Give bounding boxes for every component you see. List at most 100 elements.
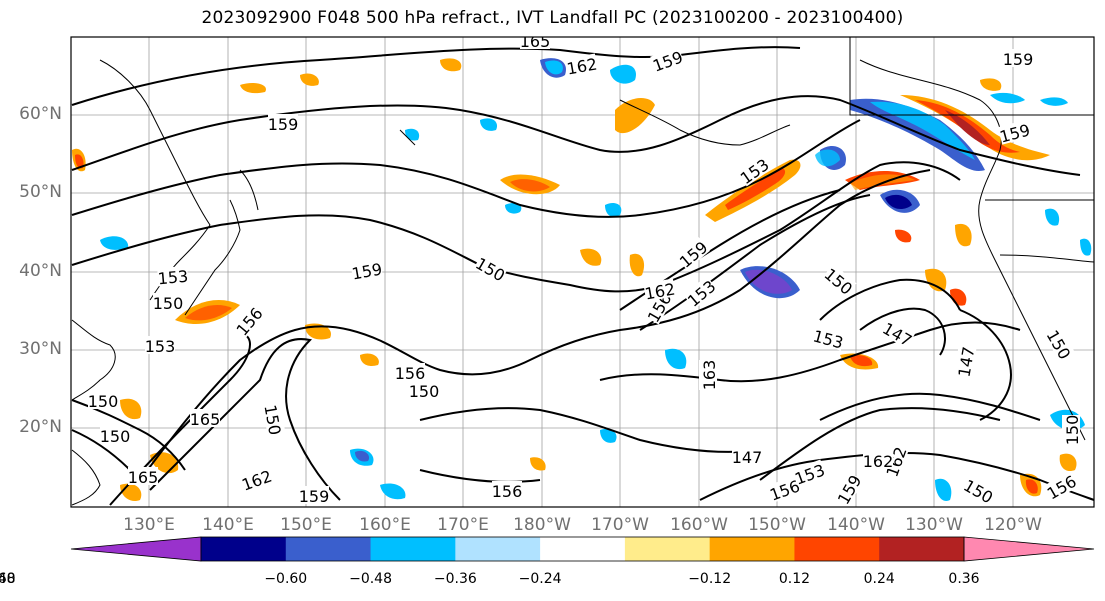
contour-label-bg bbox=[395, 363, 425, 381]
colorbar-tick-label: −0.36 bbox=[433, 571, 477, 587]
contour-label-bg bbox=[1003, 49, 1033, 67]
contour-label-bg bbox=[767, 475, 802, 503]
contour-label-bg bbox=[880, 317, 916, 349]
contour-label-bg bbox=[675, 236, 710, 271]
height-contours bbox=[71, 46, 1094, 506]
contour-label-bg bbox=[997, 119, 1032, 145]
contour-label-bg bbox=[881, 444, 909, 479]
contour-label: 156 bbox=[395, 364, 426, 383]
contour-label-bg bbox=[953, 345, 977, 378]
colorbar-segment bbox=[285, 537, 372, 561]
lat-label: 50°N bbox=[19, 182, 62, 202]
colorbar-segment bbox=[624, 537, 711, 561]
contour-label: 159 bbox=[268, 115, 299, 134]
colorbar bbox=[70, 536, 1095, 562]
lon-label: 130°W bbox=[905, 515, 963, 535]
contour-label: 156 bbox=[492, 482, 523, 501]
lon-label: 180°W bbox=[513, 515, 571, 535]
ivt-shading bbox=[72, 58, 1092, 502]
colorbar-segment bbox=[963, 536, 1095, 562]
lat-label: 40°N bbox=[19, 261, 62, 281]
lon-label: 150°W bbox=[748, 515, 806, 535]
contour-label-bg bbox=[350, 258, 383, 282]
lon-label: 140°W bbox=[827, 515, 885, 535]
contour-label-bg bbox=[961, 474, 997, 506]
contour-label: 150 bbox=[88, 392, 119, 411]
colorbar-tick-label: 0.60 bbox=[0, 571, 16, 587]
lat-label: 30°N bbox=[19, 339, 62, 359]
lon-label: 120°W bbox=[984, 515, 1042, 535]
plot-frame bbox=[70, 36, 1095, 508]
contour-label-bg bbox=[650, 46, 685, 74]
contour-label-bg bbox=[520, 37, 550, 49]
lon-label: 170°W bbox=[591, 515, 649, 535]
contour-label-bg bbox=[239, 465, 274, 493]
contour-label-bg bbox=[1043, 470, 1079, 502]
lon-label: 160°E bbox=[359, 515, 411, 535]
colorbar-segment bbox=[455, 537, 541, 561]
colorbar-tick-label: −0.24 bbox=[518, 571, 562, 587]
contour-label-bg bbox=[643, 278, 676, 302]
colorbar-tick-label: −0.60 bbox=[264, 571, 308, 587]
contour-label-bg bbox=[153, 293, 183, 311]
colorbar-segment bbox=[370, 537, 456, 561]
colorbar-segment bbox=[794, 537, 880, 561]
colorbar-tick-label: 0.36 bbox=[948, 571, 980, 587]
contour-label-bg bbox=[100, 426, 130, 444]
contour-label: 150 bbox=[1063, 415, 1082, 446]
contour-label-bg bbox=[642, 289, 674, 325]
contour-label-bg bbox=[863, 451, 893, 469]
colorbar-tick-label: 0.12 bbox=[778, 571, 811, 587]
lat-label: 60°N bbox=[19, 104, 62, 124]
contour-label-bg bbox=[736, 154, 772, 187]
contour-label-bg bbox=[792, 459, 827, 487]
colorbar-tick-label: −0.48 bbox=[349, 571, 392, 587]
colorbar-segment bbox=[709, 537, 795, 561]
colorbar-outline bbox=[200, 536, 965, 562]
lon-label: 150°E bbox=[280, 515, 332, 535]
contour-label: 153 bbox=[145, 337, 176, 356]
colorbar-segment bbox=[540, 537, 626, 561]
contour-label-bg bbox=[145, 336, 175, 354]
colorbar-tick-label: −0.12 bbox=[688, 571, 732, 587]
contour-label: 165 bbox=[128, 468, 159, 487]
contour-label-bg bbox=[157, 265, 189, 287]
lon-label: 130°E bbox=[123, 515, 175, 535]
colorbar-segment bbox=[201, 537, 287, 561]
colorbar-tick-label: 0.24 bbox=[863, 571, 895, 587]
contour-label-bg bbox=[190, 409, 220, 427]
contour-label-bg bbox=[128, 467, 158, 485]
contour-label-bg bbox=[683, 275, 718, 310]
contour-label-bg bbox=[473, 252, 509, 284]
contour-label-bg bbox=[299, 486, 329, 504]
contour-label: 159 bbox=[1003, 50, 1034, 69]
colorbar-segment bbox=[70, 536, 202, 562]
contour-label-bg bbox=[811, 325, 846, 351]
contour-label: 147 bbox=[732, 448, 763, 467]
contour-label-bg bbox=[88, 391, 118, 409]
contour-label: 165 bbox=[520, 32, 551, 51]
contour-label: 159 bbox=[299, 487, 330, 506]
lon-label: 170°E bbox=[437, 515, 489, 535]
contour-label-bg bbox=[1044, 326, 1076, 362]
contour-label: 150 bbox=[409, 382, 440, 401]
contour-label-bg bbox=[268, 114, 298, 132]
contour-label-bg bbox=[231, 303, 266, 338]
lon-label: 140°E bbox=[202, 515, 254, 535]
contour-label-bg bbox=[832, 471, 864, 507]
contour-label: 153 bbox=[157, 267, 189, 289]
contour-label: 150 bbox=[153, 294, 184, 313]
contour-label: 165 bbox=[190, 410, 221, 429]
lon-label: 160°W bbox=[670, 515, 728, 535]
contour-label: 150 bbox=[100, 427, 131, 446]
lat-label: 20°N bbox=[19, 417, 62, 437]
contour-label: 163 bbox=[700, 360, 719, 391]
map-title: 2023092900 F048 500 hPa refract., IVT La… bbox=[201, 8, 904, 28]
contour-label-bg bbox=[822, 263, 857, 298]
contour-label-bg bbox=[699, 360, 717, 390]
contour-label-bg bbox=[492, 481, 522, 499]
contour-label-bg bbox=[262, 403, 286, 436]
colorbar-tick-label: 0.48 bbox=[0, 571, 16, 587]
contour-label-bg bbox=[565, 53, 598, 77]
